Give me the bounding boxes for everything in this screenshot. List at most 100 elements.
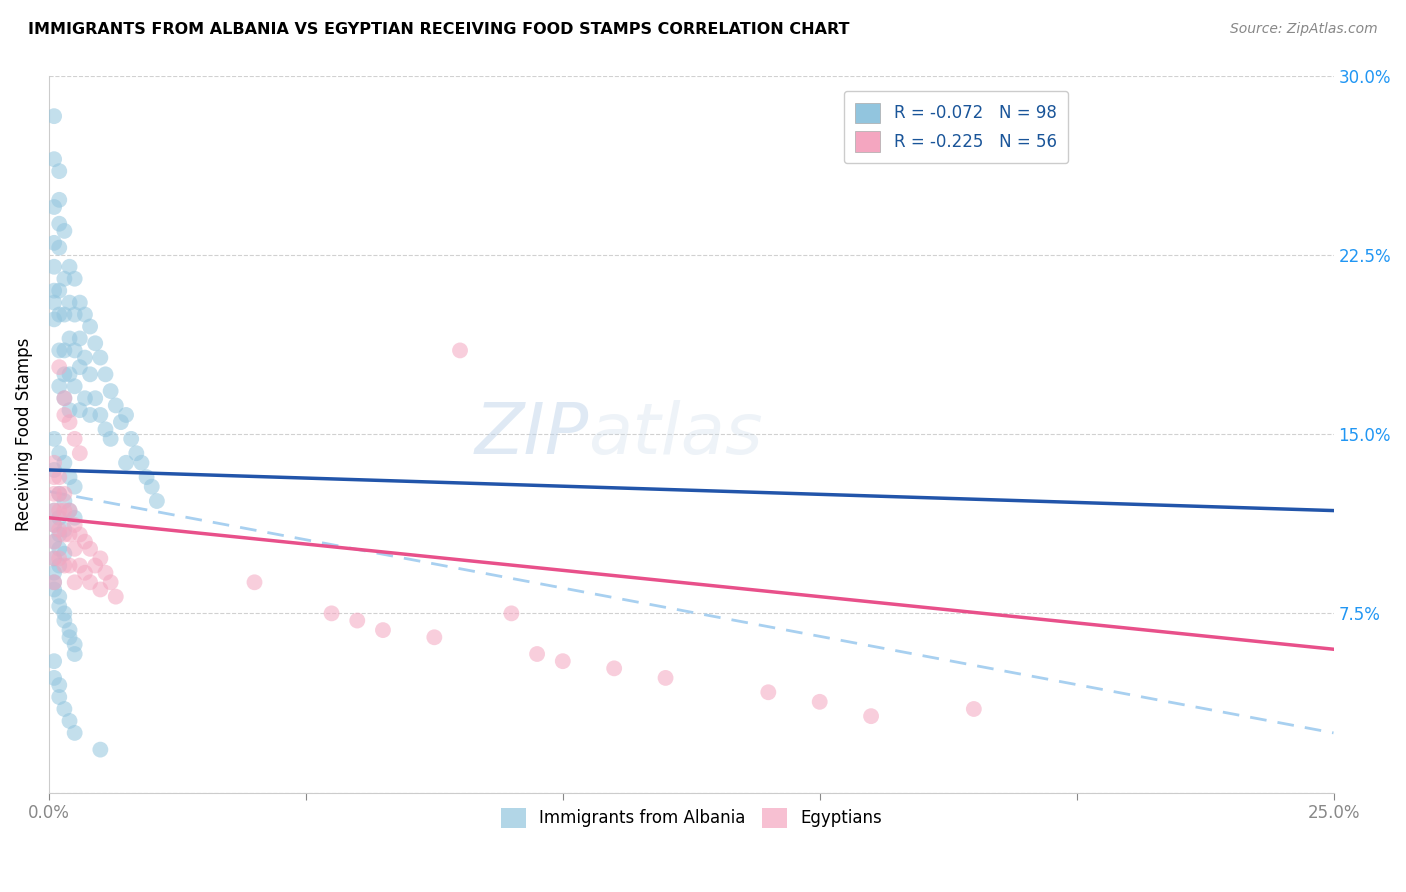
- Point: [42, 235, 65, 250]
- Point: [110, 415, 132, 429]
- Point: [73, 391, 96, 405]
- Point: [48, 551, 70, 566]
- Point: [243, 575, 266, 590]
- Point: [53, 547, 76, 561]
- Text: ZIP: ZIP: [474, 400, 589, 468]
- Point: [48, 379, 70, 393]
- Point: [84, 336, 107, 351]
- Point: [89, 551, 111, 566]
- Point: [449, 343, 471, 358]
- Point: [42, 295, 65, 310]
- Point: [42, 575, 65, 590]
- Point: [42, 671, 65, 685]
- Point: [58, 295, 80, 310]
- Point: [48, 678, 70, 692]
- Point: [100, 575, 122, 590]
- Point: [42, 487, 65, 501]
- Point: [48, 308, 70, 322]
- Point: [115, 456, 138, 470]
- Point: [58, 470, 80, 484]
- Point: [94, 566, 117, 580]
- Point: [63, 379, 86, 393]
- Point: [53, 607, 76, 621]
- Point: [53, 408, 76, 422]
- Point: [69, 558, 91, 573]
- Point: [42, 432, 65, 446]
- Point: [73, 351, 96, 365]
- Point: [53, 614, 76, 628]
- Point: [48, 446, 70, 460]
- Point: [63, 726, 86, 740]
- Point: [58, 558, 80, 573]
- Point: [53, 343, 76, 358]
- Point: [104, 398, 127, 412]
- Point: [48, 241, 70, 255]
- Point: [53, 558, 76, 573]
- Point: [42, 200, 65, 214]
- Point: [104, 590, 127, 604]
- Point: [48, 487, 70, 501]
- Point: [42, 517, 65, 532]
- Point: [48, 510, 70, 524]
- Point: [48, 470, 70, 484]
- Point: [42, 566, 65, 580]
- Point: [69, 331, 91, 345]
- Point: [48, 164, 70, 178]
- Point: [69, 446, 91, 460]
- Point: [48, 193, 70, 207]
- Point: [48, 360, 70, 375]
- Point: [501, 607, 523, 621]
- Point: [58, 503, 80, 517]
- Point: [73, 566, 96, 580]
- Point: [100, 384, 122, 398]
- Point: [53, 271, 76, 285]
- Point: [808, 695, 831, 709]
- Point: [42, 582, 65, 597]
- Point: [141, 480, 163, 494]
- Point: [42, 654, 65, 668]
- Point: [69, 360, 91, 375]
- Point: [63, 432, 86, 446]
- Point: [89, 408, 111, 422]
- Point: [63, 637, 86, 651]
- Point: [63, 647, 86, 661]
- Point: [53, 503, 76, 517]
- Point: [53, 391, 76, 405]
- Point: [63, 541, 86, 556]
- Point: [756, 685, 779, 699]
- Point: [48, 690, 70, 704]
- Point: [63, 517, 86, 532]
- Point: [42, 260, 65, 274]
- Point: [94, 422, 117, 436]
- Point: [42, 152, 65, 166]
- Point: [69, 295, 91, 310]
- Point: [53, 527, 76, 541]
- Point: [654, 671, 676, 685]
- Point: [603, 661, 626, 675]
- Point: [89, 582, 111, 597]
- Point: [42, 534, 65, 549]
- Point: [63, 480, 86, 494]
- Point: [58, 368, 80, 382]
- Text: atlas: atlas: [589, 400, 763, 468]
- Point: [125, 446, 148, 460]
- Point: [79, 368, 101, 382]
- Point: [73, 308, 96, 322]
- Point: [551, 654, 574, 668]
- Point: [42, 470, 65, 484]
- Point: [48, 523, 70, 537]
- Point: [58, 415, 80, 429]
- Point: [58, 503, 80, 517]
- Point: [48, 527, 70, 541]
- Point: [58, 260, 80, 274]
- Point: [53, 702, 76, 716]
- Point: [79, 575, 101, 590]
- Point: [58, 403, 80, 417]
- Point: [63, 575, 86, 590]
- Point: [53, 368, 76, 382]
- Point: [42, 517, 65, 532]
- Point: [135, 470, 157, 484]
- Point: [42, 551, 65, 566]
- Point: [79, 408, 101, 422]
- Point: [63, 510, 86, 524]
